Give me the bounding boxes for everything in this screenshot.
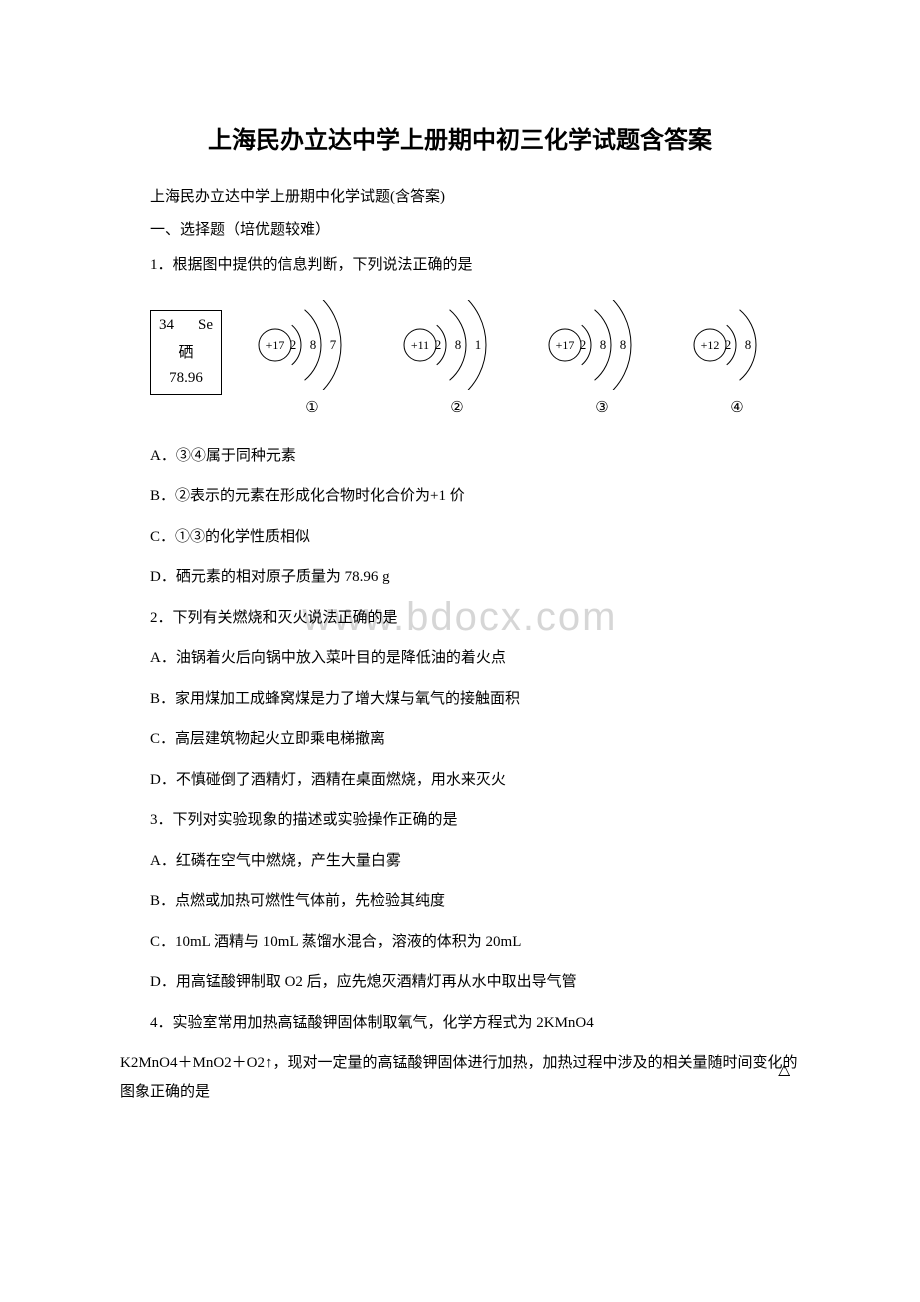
svg-text:+17: +17 (266, 338, 285, 352)
atom-svg-3: +17288 (547, 300, 657, 390)
svg-text:8: 8 (745, 337, 752, 352)
q2-stem: 2．下列有关燃烧和灭火说法正确的是 (120, 604, 800, 633)
q1-option-d: D．硒元素的相对原子质量为 78.96 g (120, 563, 800, 592)
q2-option-d: D．不慎碰倒了酒精灯，酒精在桌面燃烧，用水来灭火 (120, 766, 800, 795)
svg-text:7: 7 (330, 337, 337, 352)
atom-4: +12 28 ④ (692, 300, 782, 417)
svg-text:2: 2 (725, 337, 732, 352)
q3-option-a: A．红磷在空气中燃烧，产生大量白雾 (120, 847, 800, 876)
q1-stem: 1．根据图中提供的信息判断，下列说法正确的是 (120, 251, 800, 280)
q1-option-c: C．①③的化学性质相似 (120, 523, 800, 552)
q3-option-c: C．10mL 酒精与 10mL 蒸馏水混合，溶液的体积为 20mL (120, 928, 800, 957)
element-mass: 78.96 (169, 370, 203, 387)
q1-option-b: B．②表示的元素在形成化合物时化合价为+1 价 (120, 482, 800, 511)
svg-text:8: 8 (455, 337, 462, 352)
atom-3: +17288 ③ (547, 300, 657, 417)
atom-label-3: ③ (595, 398, 608, 417)
svg-text:2: 2 (435, 337, 442, 352)
svg-text:2: 2 (580, 337, 587, 352)
svg-text:8: 8 (620, 337, 627, 352)
element-number: 34 (159, 317, 174, 334)
atom-svg-4: +12 28 (692, 300, 782, 390)
page-title: 上海民办立达中学上册期中初三化学试题含答案 (120, 120, 800, 155)
atom-svg-1: +17 287 (257, 300, 367, 390)
q2-option-a: A．油锅着火后向锅中放入菜叶目的是降低油的着火点 (120, 644, 800, 673)
q1-option-a: A．③④属于同种元素 (120, 442, 800, 471)
svg-text:1: 1 (475, 337, 482, 352)
q3-stem: 3．下列对实验现象的描述或实验操作正确的是 (120, 806, 800, 835)
svg-text:8: 8 (310, 337, 317, 352)
atom-label-1: ① (305, 398, 318, 417)
subtitle: 上海民办立达中学上册期中化学试题(含答案) (120, 185, 800, 206)
q4-stem: 4．实验室常用加热高锰酸钾固体制取氧气，化学方程式为 2KMnO4 (120, 1009, 800, 1038)
element-name: 硒 (178, 341, 193, 362)
atom-svg-2: +11 281 (402, 300, 512, 390)
q3-option-b: B．点燃或加热可燃性气体前，先检验其纯度 (120, 887, 800, 916)
section-header: 一、选择题（培优题较难） (120, 218, 800, 239)
q3-option-d: D．用高锰酸钾制取 O2 后，应先熄灭酒精灯再从水中取出导气管 (120, 968, 800, 997)
q4-line1: 4．实验室常用加热高锰酸钾固体制取氧气，化学方程式为 2KMnO4 (120, 1009, 800, 1038)
svg-text:+12: +12 (701, 338, 720, 352)
document-content: 上海民办立达中学上册期中初三化学试题含答案 上海民办立达中学上册期中化学试题(含… (120, 120, 800, 1106)
svg-text:8: 8 (600, 337, 607, 352)
element-symbol: Se (198, 317, 213, 334)
atom-label-2: ② (450, 398, 463, 417)
svg-text:+11: +11 (411, 338, 429, 352)
atom-2: +11 281 ② (402, 300, 512, 417)
element-box: 34 Se 硒 78.96 (150, 310, 222, 395)
q4-line2: K2MnO4＋MnO2＋O2↑，现对一定量的高锰酸钾固体进行加热，加热过程中涉及… (120, 1049, 800, 1106)
atom-label-4: ④ (730, 398, 743, 417)
atom-diagram: 34 Se 硒 78.96 +17287 ① +11281 ② +17288 ③… (150, 300, 800, 417)
q2-option-c: C．高层建筑物起火立即乘电梯撤离 (120, 725, 800, 754)
svg-text:+17: +17 (556, 338, 575, 352)
q2-option-b: B．家用煤加工成蜂窝煤是力了增大煤与氧气的接触面积 (120, 685, 800, 714)
svg-text:2: 2 (290, 337, 297, 352)
atom-1: +17 287 ① (257, 300, 367, 417)
